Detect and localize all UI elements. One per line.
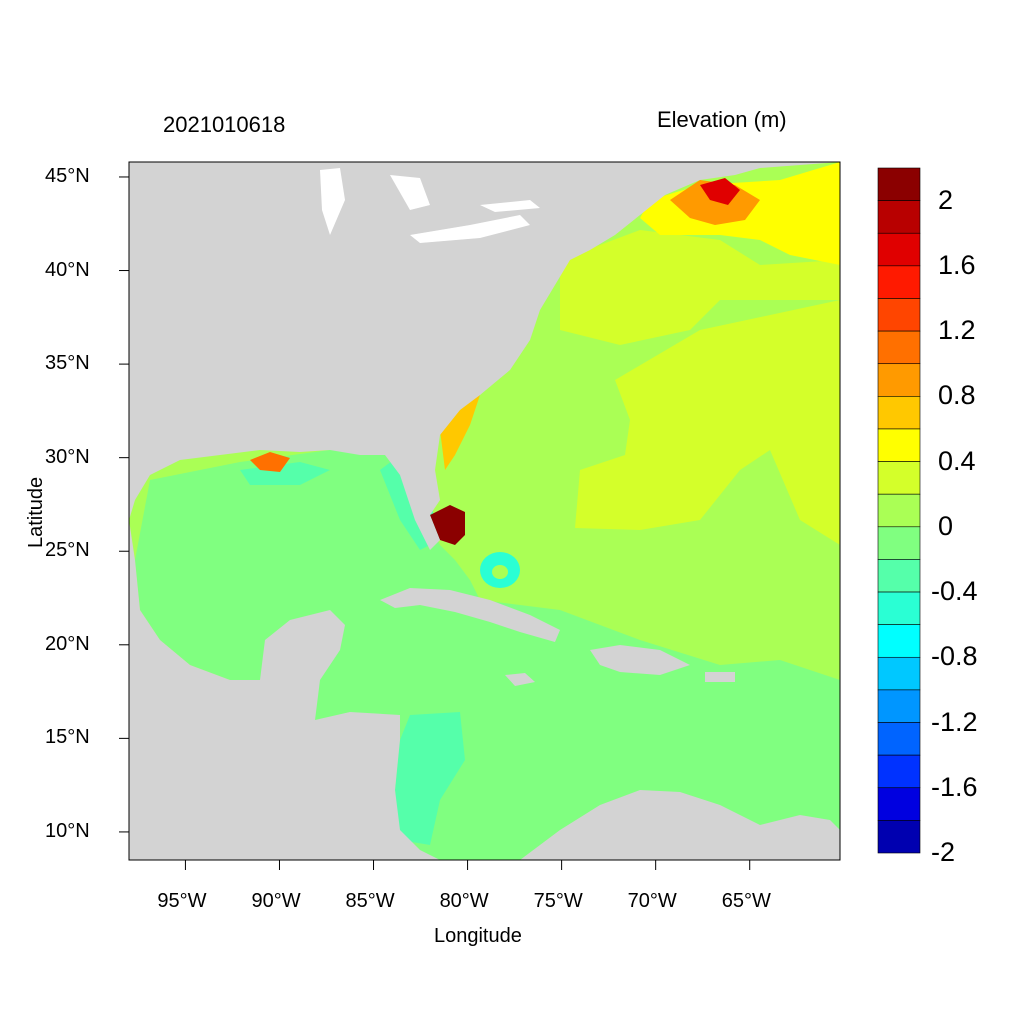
anomaly-zone-north (560, 230, 840, 345)
hispaniola-land (590, 645, 690, 675)
colorbar-swatch (877, 428, 921, 462)
y-tick-label: 40°N (45, 258, 90, 281)
x-tick-label: 90°W (251, 890, 301, 912)
colorbar-swatch (877, 656, 921, 691)
colorbar-swatch (877, 787, 921, 821)
florida-surge (430, 505, 465, 545)
colorbar-swatch (877, 591, 921, 625)
jamaica-land (505, 673, 535, 686)
caribbean-negative-patch (395, 712, 465, 845)
colorbar-swatch (877, 461, 921, 495)
colorbar (877, 167, 921, 854)
colorbar-swatch (877, 396, 921, 430)
colorbar-label: -0.8 (931, 641, 978, 672)
south-america-land (520, 790, 840, 860)
map-layer (129, 162, 840, 860)
x-axis-title: Longitude (434, 925, 522, 947)
y-tick-label: 30°N (45, 445, 90, 468)
colorbar-swatch (877, 330, 921, 365)
y-tick-label: 10°N (45, 819, 90, 842)
date-stamp: 2021010618 (163, 112, 286, 137)
colorbar-label: -2 (931, 837, 956, 867)
colorbar-swatch (877, 167, 921, 201)
cuba-land (380, 588, 560, 642)
colorbar-swatch (877, 820, 921, 854)
bay-of-fundy-surge (700, 178, 740, 205)
colorbar-swatch (877, 526, 921, 560)
colorbar-swatch (877, 559, 921, 593)
variable-title: Elevation (m) (657, 107, 787, 132)
x-tick-label: 75°W (533, 890, 583, 912)
colorbar-swatch (877, 689, 921, 723)
colorbar-label: 0.4 (938, 445, 976, 476)
colorbar-label: 0 (938, 510, 954, 541)
plot-frame (128, 161, 841, 861)
x-tick-label: 70°W (627, 890, 677, 912)
louisiana-surge (250, 452, 290, 472)
colorbar-label: 1.2 (938, 315, 976, 346)
colorbar-swatch (877, 265, 921, 299)
y-tick-label: 25°N (45, 539, 90, 562)
colorbar-swatch (877, 298, 921, 332)
y-tick-label: 20°N (45, 632, 90, 655)
colorbar-label: 2 (938, 184, 954, 215)
colorbar-swatch (877, 624, 921, 658)
x-tick-label: 80°W (439, 890, 489, 912)
colorbar-swatch (877, 232, 921, 267)
bahamas-shoal-center (492, 565, 508, 579)
colorbar-swatch (877, 200, 921, 234)
colorbar-label: -1.6 (931, 771, 978, 802)
x-tick-label: 85°W (345, 890, 395, 912)
gulf-of-mexico (135, 450, 840, 860)
puerto-rico-land (705, 672, 735, 682)
y-tick-label: 15°N (45, 726, 90, 749)
colorbar-label: 0.8 (938, 380, 976, 411)
south-carolina-surge (440, 395, 480, 470)
y-tick-label: 45°N (45, 164, 90, 187)
x-ticks (184, 860, 751, 870)
y-tick-label: 35°N (45, 352, 90, 375)
great-lakes (320, 168, 540, 243)
anomaly-zone-east (575, 300, 840, 545)
mexico-land (129, 520, 440, 860)
y-axis-title: Latitude (25, 476, 47, 548)
colorbar-label: -1.2 (931, 706, 978, 737)
colorbar-swatch (877, 493, 921, 528)
colorbar-label: 1.6 (938, 249, 976, 280)
y-ticks (119, 176, 129, 833)
x-tick-label: 65°W (721, 890, 771, 912)
colorbar-swatch (877, 363, 921, 397)
colorbar-swatch (877, 754, 921, 789)
north-america-land (129, 162, 840, 550)
x-tick-label: 95°W (157, 890, 207, 912)
colorbar-swatch (877, 722, 921, 756)
colorbar-label: -0.4 (931, 576, 978, 607)
